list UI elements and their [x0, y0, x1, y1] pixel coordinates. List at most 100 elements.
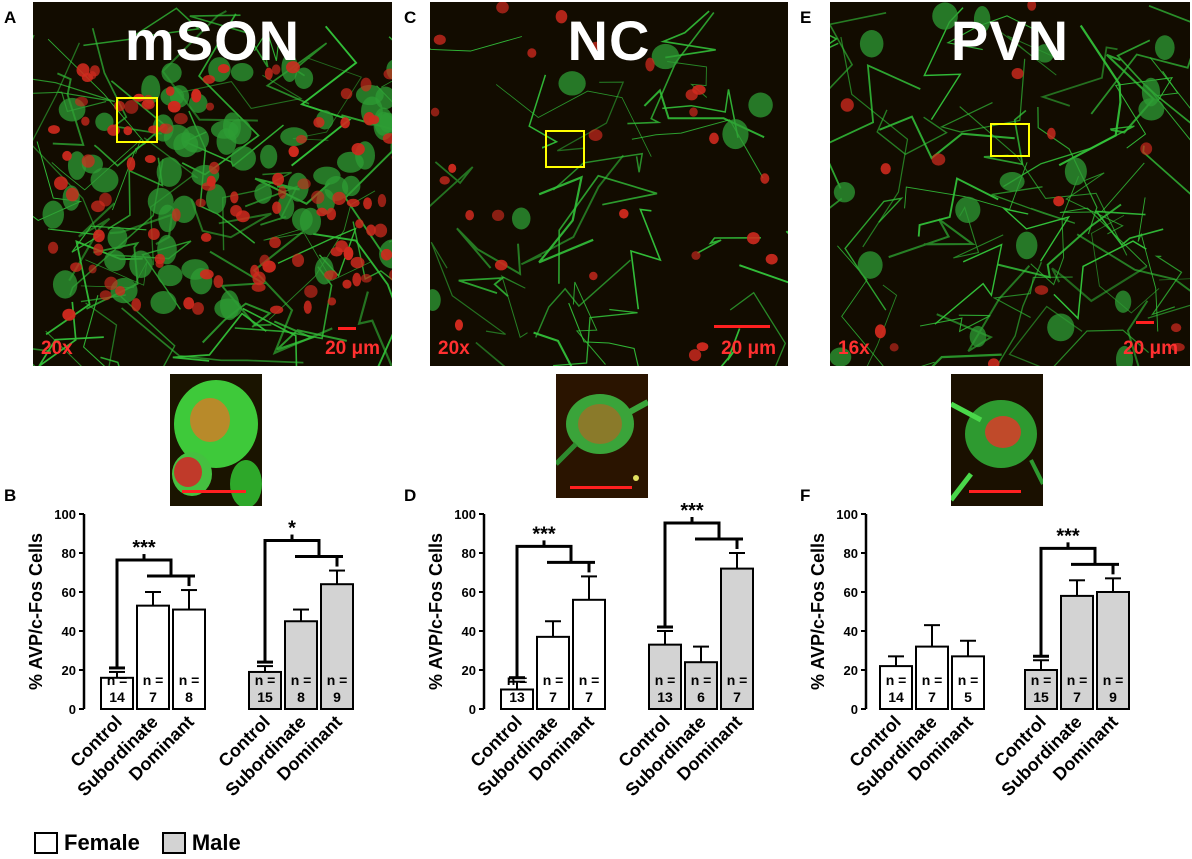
- magnification-label: 16x: [838, 338, 870, 359]
- green-cell: [999, 171, 1025, 192]
- red-nucleus: [382, 133, 392, 144]
- red-nucleus: [688, 349, 702, 362]
- fiber: [1002, 207, 1071, 262]
- fiber: [1053, 240, 1147, 320]
- red-nucleus: [494, 259, 508, 271]
- fiber: [268, 190, 376, 320]
- fiber: [934, 243, 1003, 325]
- green-cell: [1138, 98, 1165, 121]
- fiber: [1149, 57, 1190, 109]
- red-nucleus: [889, 343, 899, 352]
- red-nucleus: [124, 99, 139, 114]
- fiber: [51, 138, 142, 191]
- fiber: [568, 302, 639, 366]
- fiber: [209, 250, 272, 327]
- fiber: [630, 208, 662, 310]
- y-tick-label: 40: [462, 624, 476, 639]
- red-nucleus: [355, 219, 364, 229]
- red-nucleus: [191, 88, 202, 103]
- red-nucleus: [167, 100, 181, 113]
- legend: Female Male: [34, 830, 263, 856]
- green-cell: [67, 151, 87, 180]
- legend-swatch-female: [34, 832, 58, 854]
- bar: [1096, 591, 1130, 710]
- green-cell: [156, 157, 182, 187]
- green-cell: [955, 196, 981, 223]
- green-cell: [857, 251, 883, 279]
- y-tick-label: 40: [62, 624, 76, 639]
- fiber: [996, 261, 1043, 366]
- fiber: [830, 34, 839, 49]
- panel-letter-f: F: [800, 486, 811, 505]
- green-cell: [722, 119, 749, 150]
- green-cell: [216, 128, 237, 155]
- red-nucleus: [439, 176, 450, 185]
- fiber: [538, 175, 594, 264]
- green-cell: [147, 187, 174, 215]
- red-nucleus: [295, 134, 307, 144]
- inset-box: [116, 97, 158, 143]
- red-nucleus: [366, 224, 376, 236]
- red-nucleus: [131, 298, 142, 312]
- green-cell: [748, 92, 773, 118]
- green-cell: [1035, 44, 1055, 63]
- green-cell: [254, 183, 272, 204]
- fiber: [1159, 278, 1190, 281]
- panel-letter-a: A: [4, 8, 17, 27]
- region-title: NC: [567, 9, 651, 72]
- green-cell: [1115, 345, 1134, 366]
- inset-box: [545, 130, 585, 168]
- red-nucleus: [115, 285, 126, 296]
- green-cell: [833, 181, 856, 203]
- red-nucleus: [931, 153, 946, 166]
- fiber: [313, 232, 392, 366]
- red-nucleus: [159, 123, 168, 133]
- red-nucleus: [264, 67, 273, 80]
- red-nucleus: [269, 236, 281, 249]
- red-nucleus: [88, 264, 97, 274]
- legend-item-male: Male: [161, 830, 241, 856]
- y-axis-label: % AVP/c-Fos Cells: [808, 533, 828, 690]
- red-nucleus: [272, 172, 284, 186]
- inset-pvn: [951, 374, 1043, 506]
- bar: [320, 583, 354, 711]
- fiber: [1150, 255, 1183, 316]
- green-cell: [150, 290, 177, 315]
- green-cell: [230, 62, 254, 82]
- green-cell: [651, 43, 680, 70]
- n-label: n = 7: [1067, 672, 1088, 705]
- red-nucleus: [691, 251, 701, 260]
- fiber: [1091, 215, 1160, 314]
- red-nucleus: [47, 125, 60, 134]
- red-nucleus: [324, 270, 338, 280]
- green-cell: [104, 250, 126, 272]
- panel-letter-e: E: [800, 8, 812, 27]
- scale-bar: [714, 325, 770, 328]
- red-nucleus: [201, 182, 216, 191]
- red-nucleus: [874, 324, 886, 339]
- red-nucleus: [165, 86, 175, 97]
- fiber: [917, 177, 999, 237]
- red-nucleus: [81, 116, 90, 126]
- fiber: [179, 74, 303, 110]
- fiber: [888, 218, 976, 259]
- red-nucleus: [1170, 323, 1182, 333]
- y-tick-label: 40: [844, 624, 858, 639]
- fiber: [528, 74, 559, 149]
- y-tick-label: 0: [469, 702, 476, 717]
- fiber: [999, 31, 1063, 76]
- red-nucleus: [75, 96, 89, 107]
- red-nucleus: [588, 129, 603, 141]
- significance-label: ***: [680, 500, 704, 522]
- green-cell: [260, 144, 278, 169]
- fiber: [830, 63, 921, 189]
- red-nucleus: [99, 290, 112, 301]
- n-label: n = 8: [179, 672, 200, 705]
- fiber: [997, 203, 1122, 279]
- fiber: [552, 152, 644, 191]
- red-nucleus: [389, 269, 392, 281]
- red-nucleus: [316, 207, 328, 217]
- green-cell: [830, 347, 852, 366]
- fiber: [931, 353, 1002, 366]
